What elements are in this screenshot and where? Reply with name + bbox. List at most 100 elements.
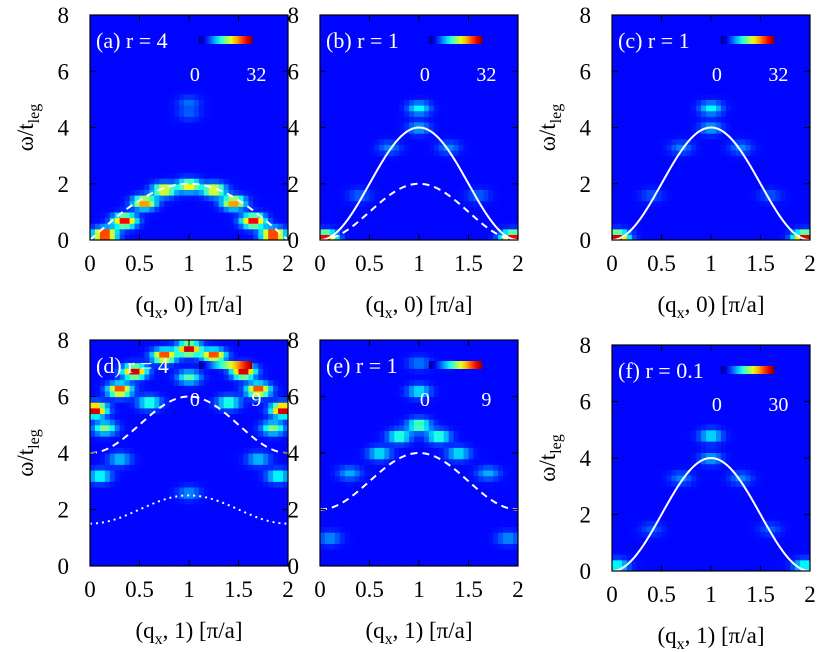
- heatmap-cell: [139, 37, 146, 44]
- heatmap-cell: [790, 105, 796, 112]
- heatmap-cell: [498, 166, 504, 174]
- heatmap-cell: [399, 138, 405, 145]
- heatmap-cell: [621, 48, 628, 55]
- heatmap-cell: [646, 166, 653, 174]
- heatmap-cell: [278, 82, 284, 89]
- heatmap-cell: [478, 206, 484, 213]
- heatmap-cell: [223, 234, 230, 240]
- heatmap-cell: [720, 150, 727, 157]
- heatmap-cell: [278, 20, 284, 27]
- heatmap-cell: [423, 105, 430, 112]
- heatmap-cell: [253, 93, 259, 100]
- heatmap-cell: [248, 105, 254, 112]
- heatmap-cell: [513, 150, 518, 157]
- heatmap-cell: [483, 228, 489, 235]
- heatmap-cell: [263, 150, 269, 157]
- heatmap-cell: [775, 88, 781, 95]
- heatmap-cell: [631, 161, 638, 168]
- heatmap-cell: [800, 48, 806, 55]
- heatmap-cell: [248, 217, 254, 224]
- heatmap-cell: [248, 228, 254, 235]
- heatmap-cell: [795, 200, 801, 207]
- heatmap-cell: [750, 65, 757, 72]
- heatmap-cell: [740, 88, 747, 95]
- heatmap-cell: [124, 189, 131, 196]
- heatmap-cell: [503, 206, 509, 213]
- heatmap-cell: [666, 234, 672, 240]
- heatmap-cell: [139, 200, 146, 207]
- heatmap-cell: [443, 76, 450, 84]
- heatmap-cell: [179, 116, 185, 123]
- heatmap-cell: [129, 37, 136, 44]
- heatmap-cell: [616, 161, 623, 168]
- heatmap-cell: [238, 200, 245, 207]
- heatmap-cell: [701, 150, 707, 157]
- heatmap-cell: [389, 223, 395, 230]
- heatmap-cell: [800, 144, 806, 151]
- heatmap-cell: [636, 127, 643, 134]
- heatmap-cell: [433, 150, 440, 157]
- heatmap-cell: [119, 206, 126, 213]
- heatmap-cell: [278, 166, 284, 174]
- heatmap-cell: [631, 54, 638, 61]
- heatmap-cell: [691, 223, 697, 230]
- heatmap-cell: [443, 15, 450, 22]
- heatmap-cell: [238, 161, 245, 168]
- heatmap-cell: [720, 178, 727, 185]
- heatmap-cell: [90, 20, 96, 27]
- heatmap-cell: [349, 54, 356, 61]
- heatmap-cell: [339, 37, 346, 44]
- heatmap-cell: [329, 71, 336, 78]
- heatmap-cell: [218, 172, 225, 179]
- heatmap-cell: [90, 509, 96, 516]
- heatmap-cell: [149, 26, 155, 33]
- heatmap-cell: [498, 26, 504, 33]
- heatmap-cell: [488, 48, 494, 55]
- heatmap-cell: [329, 195, 336, 202]
- heatmap-cell: [174, 31, 180, 39]
- heatmap-cell: [344, 144, 351, 151]
- heatmap-cell: [686, 110, 692, 117]
- heatmap-cell: [428, 161, 435, 168]
- heatmap-cell: [228, 71, 235, 78]
- heatmap-cell: [612, 172, 618, 179]
- heatmap-cell: [124, 150, 131, 157]
- heatmap-cell: [715, 155, 722, 162]
- heatmap-cell: [349, 43, 356, 50]
- heatmap-cell: [384, 37, 390, 44]
- heatmap-cell: [144, 178, 150, 185]
- heatmap-cell: [228, 228, 235, 235]
- heatmap-cell: [483, 200, 489, 207]
- heatmap-cell: [384, 110, 390, 117]
- heatmap-cell: [720, 172, 727, 179]
- heatmap-cell: [198, 93, 205, 100]
- heatmap-cell: [463, 200, 470, 207]
- heatmap-cell: [681, 31, 687, 39]
- heatmap-cell: [508, 200, 514, 207]
- heatmap-cell: [656, 20, 663, 27]
- heatmap-cell: [458, 26, 465, 33]
- heatmap-cell: [780, 43, 786, 50]
- heatmap-cell: [169, 223, 175, 230]
- heatmap-cell: [508, 65, 514, 72]
- heatmap-cell: [174, 189, 180, 196]
- heatmap-cell: [760, 206, 767, 213]
- heatmap-cell: [283, 82, 288, 89]
- heatmap-cell: [164, 178, 170, 185]
- heatmap-cell: [164, 155, 170, 162]
- heatmap-cell: [263, 200, 269, 207]
- heatmap-cell: [283, 43, 288, 50]
- heatmap-cell: [409, 211, 415, 219]
- heatmap-cell: [354, 223, 361, 230]
- heatmap-cell: [218, 48, 225, 55]
- heatmap-cell: [179, 88, 185, 95]
- heatmap-cell: [641, 99, 648, 106]
- heatmap-cell: [273, 82, 279, 89]
- heatmap-cell: [770, 127, 776, 134]
- heatmap-cell: [99, 15, 106, 22]
- heatmap-cell: [626, 99, 633, 106]
- heatmap-cell: [790, 88, 796, 95]
- heatmap-cell: [686, 228, 692, 235]
- heatmap-cell: [473, 133, 479, 140]
- heatmap-cell: [189, 31, 195, 39]
